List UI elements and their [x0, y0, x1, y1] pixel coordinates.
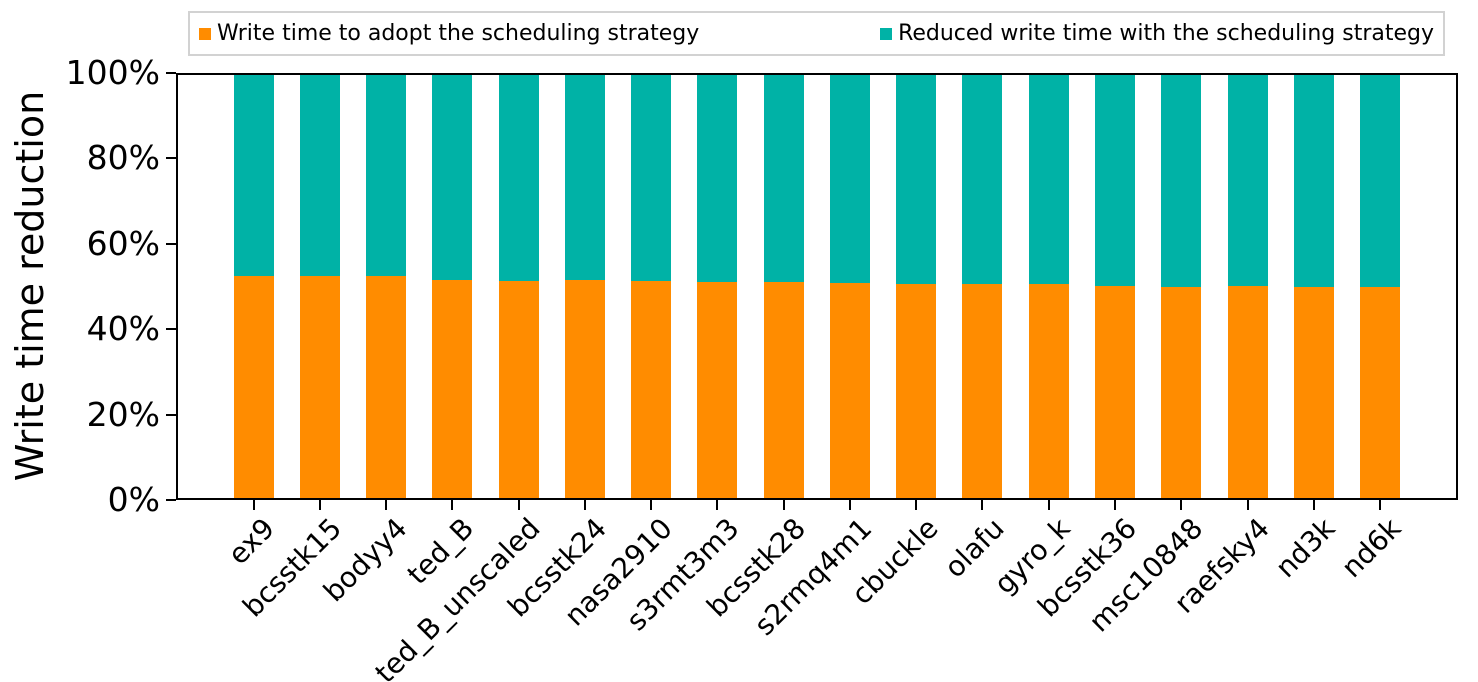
bar-segment-reduced [233, 75, 274, 276]
bar-segment-adopt [564, 279, 605, 498]
x-tick [915, 500, 918, 510]
bar [763, 75, 804, 498]
bar-segment-reduced [896, 75, 937, 285]
y-tick [166, 242, 176, 245]
bar-segment-adopt [1161, 286, 1202, 498]
bar-segment-reduced [697, 75, 738, 282]
x-tick [1047, 500, 1050, 510]
x-tick [451, 500, 454, 510]
bar-segment-reduced [763, 75, 804, 282]
bar-segment-reduced [366, 75, 407, 276]
bar-segment-adopt [366, 275, 407, 498]
bar-segment-adopt [1227, 285, 1268, 498]
x-tick [1246, 500, 1249, 510]
bar [896, 75, 937, 498]
bar [962, 75, 1003, 498]
bar-segment-reduced [498, 75, 539, 281]
bar-segment-adopt [1094, 286, 1135, 498]
bar-segment-reduced [829, 75, 870, 283]
bar-segment-adopt [1360, 287, 1401, 498]
x-tick [782, 500, 785, 510]
bar-segment-reduced [1028, 75, 1069, 284]
bar [697, 75, 738, 498]
bar-segment-reduced [1094, 75, 1135, 287]
y-tick [166, 413, 176, 416]
legend-item-adopt: Write time to adopt the scheduling strat… [199, 20, 700, 46]
x-tick [1180, 500, 1183, 510]
x-tick [1113, 500, 1116, 510]
bar [564, 75, 605, 498]
x-tick [848, 500, 851, 510]
bar-segment-adopt [631, 281, 672, 498]
y-tick-label: 20% [86, 394, 160, 434]
bar-segment-adopt [896, 284, 937, 498]
x-tick [1312, 500, 1315, 510]
y-tick-label: 100% [65, 53, 160, 92]
bar-segment-adopt [763, 281, 804, 498]
legend-label-reduced: Reduced write time with the scheduling s… [898, 20, 1434, 46]
bar-segment-adopt [432, 280, 473, 498]
bar-segment-adopt [962, 284, 1003, 498]
legend-item-reduced: Reduced write time with the scheduling s… [880, 20, 1434, 46]
bar-segment-reduced [962, 75, 1003, 285]
x-tick [1379, 500, 1382, 510]
y-tick [166, 499, 176, 501]
bar-segment-reduced [1293, 75, 1334, 287]
x-tick-label: ex9 [222, 511, 282, 572]
y-tick-label: 80% [86, 138, 160, 178]
bar [1028, 75, 1069, 498]
y-tick-label: 40% [86, 309, 160, 349]
bar-segment-reduced [631, 75, 672, 282]
bar-segment-reduced [564, 75, 605, 280]
legend-swatch-teal-icon [880, 27, 893, 40]
bar-segment-adopt [697, 281, 738, 498]
legend: Write time to adopt the scheduling strat… [188, 11, 1445, 56]
x-tick [981, 500, 984, 510]
bar-segment-reduced [1227, 75, 1268, 286]
bar [1094, 75, 1135, 498]
bar [1360, 75, 1401, 498]
bar [631, 75, 672, 498]
bar [1161, 75, 1202, 498]
bar-segment-reduced [432, 75, 473, 281]
x-tick [252, 500, 255, 510]
legend-label-adopt: Write time to adopt the scheduling strat… [217, 20, 700, 46]
bar-segment-adopt [829, 282, 870, 498]
bar [829, 75, 870, 498]
x-tick [583, 500, 586, 510]
bar-segment-adopt [299, 275, 340, 498]
bar [1293, 75, 1334, 498]
bar-segment-adopt [498, 280, 539, 498]
bar [233, 75, 274, 498]
bar [432, 75, 473, 498]
bar [299, 75, 340, 498]
bar [498, 75, 539, 498]
bar [366, 75, 407, 498]
x-tick [385, 500, 388, 510]
y-tick [166, 72, 176, 74]
bar-segment-adopt [1293, 286, 1334, 498]
y-tick [166, 157, 176, 160]
bar-segment-reduced [1161, 75, 1202, 287]
x-tick [318, 500, 321, 510]
x-tick [650, 500, 653, 510]
y-tick-label: 0% [107, 480, 160, 519]
bar-segment-adopt [233, 275, 274, 498]
x-tick [716, 500, 719, 510]
y-tick-label: 60% [86, 223, 160, 263]
bar [1227, 75, 1268, 498]
y-tick [166, 328, 176, 331]
x-tick-label: nd6k [1335, 511, 1408, 585]
x-tick-label: nd3k [1269, 511, 1342, 585]
x-tick [517, 500, 520, 510]
bar-segment-reduced [299, 75, 340, 276]
bar-segment-adopt [1028, 283, 1069, 498]
bar-segment-reduced [1360, 75, 1401, 288]
legend-swatch-orange-icon [199, 27, 211, 40]
